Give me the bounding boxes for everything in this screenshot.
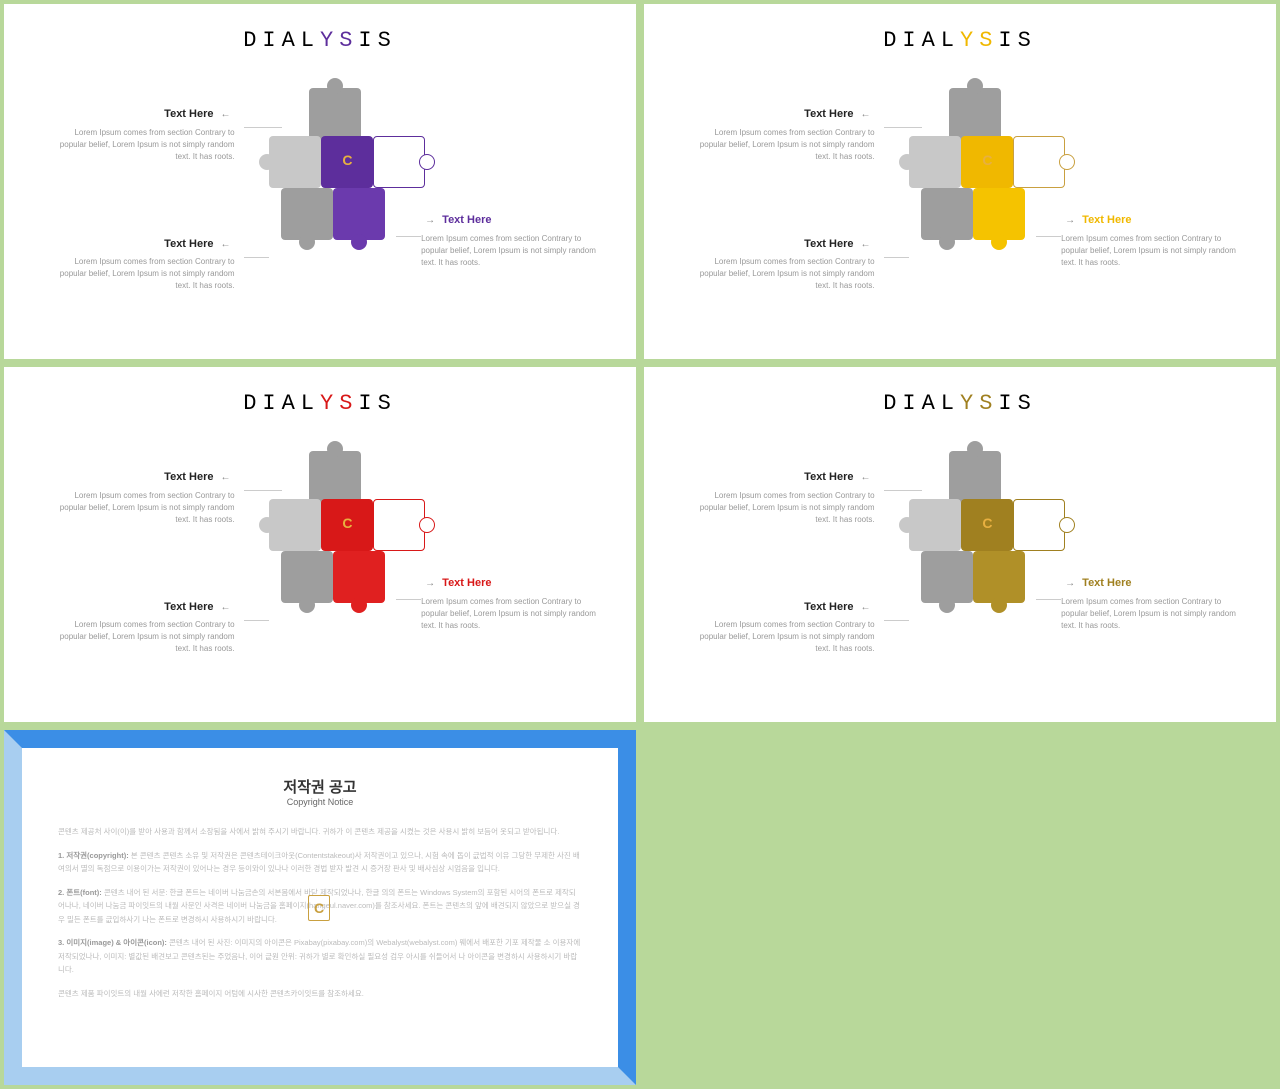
slide-1: DIALYSIS C Text Here ← Lorem Ipsum comes fr… [4, 4, 636, 359]
puzzle-piece [949, 451, 1001, 503]
piece-label: C [961, 515, 1013, 531]
puzzle-piece [921, 551, 973, 603]
text-here-label: → Text Here [421, 212, 601, 229]
puzzle-piece [333, 188, 385, 240]
text-block: → Text Here Lorem Ipsum comes from sectio… [1061, 212, 1241, 269]
puzzle-piece [973, 188, 1025, 240]
text-block: Text Here ← Lorem Ipsum comes from sectio… [695, 106, 875, 163]
copyright-item-1: 1. 저작권(copyright): 본 콘텐츠 콘텐츠 소유 및 저작권은 콘… [58, 849, 582, 876]
slide-title: DIALYSIS [644, 391, 1276, 416]
puzzle-piece [909, 499, 961, 551]
puzzle-piece [309, 88, 361, 140]
text-body: Lorem Ipsum comes from section Contrary … [55, 256, 235, 292]
connector-line [1036, 599, 1061, 600]
slide-grid: DIALYSIS C Text Here ← Lorem Ipsum comes fr… [4, 4, 1276, 1085]
text-body: Lorem Ipsum comes from section Contrary … [695, 127, 875, 163]
puzzle-piece [281, 188, 333, 240]
text-body: Lorem Ipsum comes from section Contrary … [695, 619, 875, 655]
connector-line [244, 490, 282, 491]
copyright-item-3: 3. 이미지(image) & 아이콘(icon): 콘텐츠 내어 된 사진: … [58, 936, 582, 977]
text-block: Text Here ← Lorem Ipsum comes from sectio… [695, 236, 875, 293]
text-body: Lorem Ipsum comes from section Contrary … [695, 256, 875, 292]
text-here-label: Text Here ← [55, 599, 235, 616]
connector-line [244, 127, 282, 128]
puzzle-piece [269, 499, 321, 551]
connector-line [244, 620, 269, 621]
piece-label: C [321, 152, 373, 168]
text-here-label: Text Here ← [55, 106, 235, 123]
text-body: Lorem Ipsum comes from section Contrary … [695, 490, 875, 526]
text-block: → Text Here Lorem Ipsum comes from sectio… [1061, 575, 1241, 632]
puzzle-piece: C [961, 499, 1013, 551]
connector-line [244, 257, 269, 258]
copyright-intro: 콘텐츠 제공처 사이(이)를 받아 사용과 함께서 소장됨을 사에서 밝혀 주시… [58, 825, 582, 839]
puzzle-piece [1013, 499, 1065, 551]
text-here-label: → Text Here [421, 575, 601, 592]
puzzle-piece: C [961, 136, 1013, 188]
copyright-footer: 콘텐츠 제품 파이잇트의 내월 사에런 저작한 홈페이지 어텀에 시사한 콘텐츠… [58, 987, 582, 1001]
puzzle-piece [1013, 136, 1065, 188]
puzzle-piece: C [321, 136, 373, 188]
slide-title: DIALYSIS [4, 28, 636, 53]
slide-content: C Text Here ← Lorem Ipsum comes from secti… [644, 53, 1276, 348]
puzzle-piece [973, 551, 1025, 603]
text-here-label: Text Here ← [695, 469, 875, 486]
text-block: Text Here ← Lorem Ipsum comes from sectio… [55, 469, 235, 526]
slide-title: DIALYSIS [4, 391, 636, 416]
slide-content: C Text Here ← Lorem Ipsum comes from secti… [4, 416, 636, 711]
connector-line [884, 620, 909, 621]
text-here-label: Text Here ← [695, 106, 875, 123]
text-body: Lorem Ipsum comes from section Contrary … [1061, 233, 1241, 269]
connector-line [884, 490, 922, 491]
slide-copyright: 저작권 공고 Copyright Notice 콘텐츠 제공처 사이(이)를 받… [4, 730, 636, 1085]
puzzle-piece: C [321, 499, 373, 551]
connector-line [396, 236, 421, 237]
connector-line [1036, 236, 1061, 237]
copyright-title: 저작권 공고 [58, 776, 582, 797]
connector-line [884, 127, 922, 128]
text-here-label: → Text Here [1061, 575, 1241, 592]
connector-line [396, 599, 421, 600]
badge-icon: C [308, 895, 330, 921]
text-body: Lorem Ipsum comes from section Contrary … [55, 127, 235, 163]
puzzle-piece [333, 551, 385, 603]
puzzle-piece [921, 188, 973, 240]
text-block: Text Here ← Lorem Ipsum comes from sectio… [55, 236, 235, 293]
puzzle-piece [373, 136, 425, 188]
text-body: Lorem Ipsum comes from section Contrary … [55, 619, 235, 655]
text-block: Text Here ← Lorem Ipsum comes from sectio… [55, 106, 235, 163]
puzzle-piece [269, 136, 321, 188]
slide-4: DIALYSIS C Text Here ← Lorem Ipsum comes fr… [644, 367, 1276, 722]
connector-line [884, 257, 909, 258]
puzzle-piece [281, 551, 333, 603]
text-body: Lorem Ipsum comes from section Contrary … [55, 490, 235, 526]
slide-title: DIALYSIS [644, 28, 1276, 53]
text-body: Lorem Ipsum comes from section Contrary … [1061, 596, 1241, 632]
slide-content: C Text Here ← Lorem Ipsum comes from secti… [644, 416, 1276, 711]
text-here-label: Text Here ← [695, 599, 875, 616]
text-body: Lorem Ipsum comes from section Contrary … [421, 596, 601, 632]
text-block: Text Here ← Lorem Ipsum comes from sectio… [55, 599, 235, 656]
text-block: → Text Here Lorem Ipsum comes from sectio… [421, 575, 601, 632]
piece-label: C [961, 152, 1013, 168]
copyright-subtitle: Copyright Notice [58, 797, 582, 807]
text-here-label: Text Here ← [695, 236, 875, 253]
puzzle-piece [909, 136, 961, 188]
slide-2: DIALYSIS C Text Here ← Lorem Ipsum comes fr… [644, 4, 1276, 359]
text-here-label: → Text Here [1061, 212, 1241, 229]
text-body: Lorem Ipsum comes from section Contrary … [421, 233, 601, 269]
text-block: Text Here ← Lorem Ipsum comes from sectio… [695, 469, 875, 526]
text-here-label: Text Here ← [55, 469, 235, 486]
text-here-label: Text Here ← [55, 236, 235, 253]
text-block: Text Here ← Lorem Ipsum comes from sectio… [695, 599, 875, 656]
puzzle-piece [373, 499, 425, 551]
slide-content: C Text Here ← Lorem Ipsum comes from secti… [4, 53, 636, 348]
empty-cell [644, 730, 1276, 1085]
piece-label: C [321, 515, 373, 531]
text-block: → Text Here Lorem Ipsum comes from sectio… [421, 212, 601, 269]
puzzle-piece [309, 451, 361, 503]
puzzle-piece [949, 88, 1001, 140]
slide-3: DIALYSIS C Text Here ← Lorem Ipsum comes fr… [4, 367, 636, 722]
